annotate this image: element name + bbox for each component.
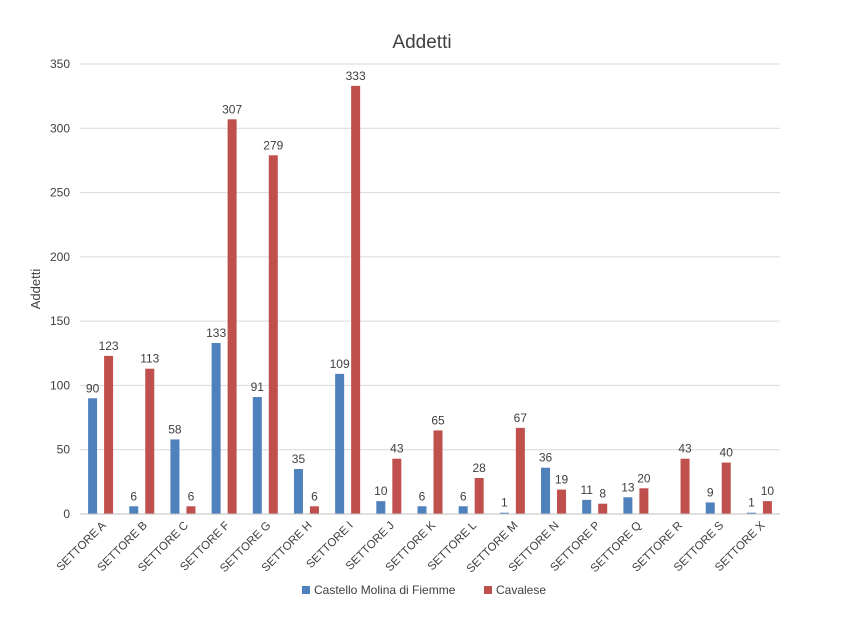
data-label: 91 bbox=[251, 380, 265, 394]
bar-cavalese bbox=[639, 488, 649, 514]
data-label: 10 bbox=[761, 484, 775, 498]
data-label: 113 bbox=[140, 352, 159, 366]
bar-castello bbox=[746, 512, 756, 514]
bar-castello bbox=[88, 398, 98, 514]
data-label: 28 bbox=[472, 461, 486, 475]
bar-cavalese bbox=[762, 501, 772, 514]
bar-cavalese bbox=[104, 355, 114, 514]
data-label: 11 bbox=[580, 483, 593, 497]
legend-label: Castello Molina di Fiemme bbox=[314, 583, 456, 597]
legend: Castello Molina di Fiemme Cavalese bbox=[302, 583, 546, 597]
bar-castello bbox=[293, 469, 303, 514]
data-label: 40 bbox=[720, 446, 734, 460]
data-label: 1 bbox=[748, 496, 755, 510]
data-label: 35 bbox=[292, 452, 306, 466]
data-label: 8 bbox=[599, 487, 606, 501]
bar-cavalese bbox=[557, 489, 567, 514]
bar-castello bbox=[129, 506, 139, 514]
bar-castello bbox=[458, 506, 468, 514]
y-tick-label: 350 bbox=[50, 57, 70, 71]
bars bbox=[88, 85, 772, 515]
legend-label: Cavalese bbox=[496, 583, 546, 597]
bar-castello bbox=[252, 397, 262, 514]
data-labels: 9012361135861333079127935610933310436656… bbox=[86, 69, 774, 510]
data-label: 67 bbox=[514, 411, 528, 425]
data-label: 6 bbox=[419, 489, 426, 503]
bar-castello bbox=[170, 439, 180, 514]
bar-cavalese bbox=[351, 85, 361, 514]
bar-cavalese bbox=[145, 368, 155, 514]
bar-castello bbox=[376, 501, 386, 514]
data-label: 19 bbox=[555, 473, 569, 487]
data-label: 123 bbox=[99, 339, 119, 353]
y-tick-label: 50 bbox=[57, 443, 71, 457]
bar-castello bbox=[541, 467, 551, 514]
data-label: 65 bbox=[431, 413, 445, 427]
data-label: 307 bbox=[222, 102, 242, 116]
data-label: 13 bbox=[621, 480, 635, 494]
y-axis-ticks: 0 50 100 150 200 250 300 350 bbox=[50, 57, 70, 521]
bar-cavalese bbox=[721, 462, 731, 514]
bar-cavalese bbox=[433, 430, 443, 514]
y-tick-label: 0 bbox=[63, 507, 70, 521]
chart-title: Addetti bbox=[392, 32, 451, 53]
y-tick-label: 100 bbox=[50, 378, 70, 392]
data-label: 109 bbox=[330, 357, 350, 371]
bar-cavalese bbox=[598, 503, 608, 514]
data-label: 43 bbox=[390, 442, 404, 456]
data-label: 1 bbox=[501, 496, 508, 510]
legend-swatch bbox=[302, 586, 310, 594]
y-tick-label: 250 bbox=[50, 186, 70, 200]
bar-castello bbox=[335, 373, 345, 514]
bar-cavalese bbox=[186, 506, 196, 514]
bar-cavalese bbox=[268, 155, 278, 515]
data-label: 279 bbox=[263, 138, 283, 152]
bar-castello bbox=[623, 497, 633, 514]
data-label: 58 bbox=[168, 422, 182, 436]
data-label: 10 bbox=[374, 484, 388, 498]
bar-castello bbox=[417, 506, 427, 514]
bar-cavalese bbox=[392, 458, 402, 514]
bar-castello bbox=[705, 502, 715, 514]
y-tick-label: 300 bbox=[50, 121, 70, 135]
gridlines bbox=[80, 63, 780, 451]
bar-cavalese bbox=[227, 119, 237, 515]
y-tick-label: 150 bbox=[50, 314, 70, 328]
data-label: 20 bbox=[637, 471, 651, 485]
legend-swatch bbox=[484, 586, 492, 594]
data-label: 333 bbox=[346, 69, 366, 83]
bar-cavalese bbox=[309, 506, 319, 514]
bar-cavalese bbox=[474, 478, 484, 514]
data-label: 43 bbox=[678, 442, 692, 456]
y-tick-label: 200 bbox=[50, 250, 70, 264]
data-label: 90 bbox=[86, 381, 100, 395]
data-label: 36 bbox=[539, 451, 553, 465]
bar-castello bbox=[499, 512, 509, 514]
bar-cavalese bbox=[515, 427, 525, 514]
data-label: 133 bbox=[206, 326, 226, 340]
data-label: 6 bbox=[460, 489, 467, 503]
y-axis-title: Addetti bbox=[28, 269, 43, 310]
data-label: 9 bbox=[707, 485, 714, 499]
data-label: 6 bbox=[188, 489, 195, 503]
bar-castello bbox=[211, 343, 221, 514]
data-label: 6 bbox=[130, 489, 137, 503]
bar-castello bbox=[582, 499, 592, 514]
data-label: 6 bbox=[311, 489, 318, 503]
bar-cavalese bbox=[680, 458, 690, 514]
